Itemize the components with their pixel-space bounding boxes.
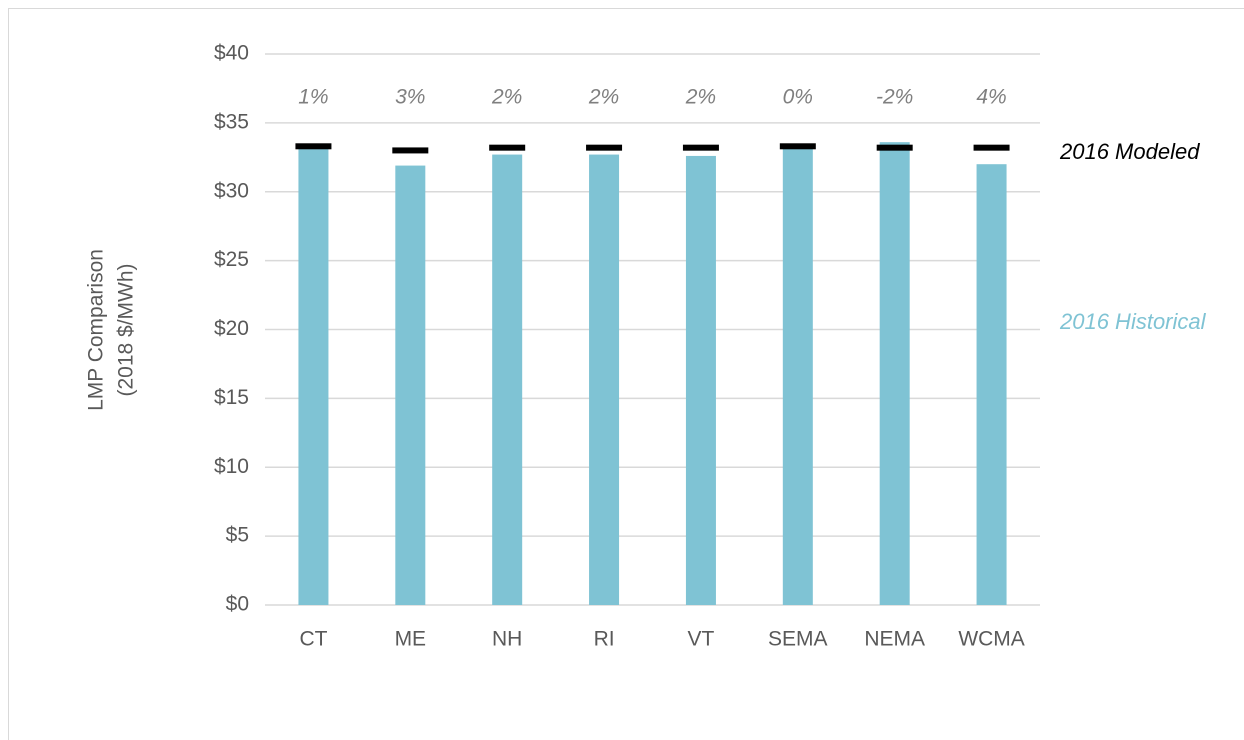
marker bbox=[973, 144, 1010, 151]
bar bbox=[685, 155, 716, 605]
annotation: 2% bbox=[588, 86, 619, 109]
y-tick-label: $10 bbox=[214, 455, 249, 478]
y-axis-title: (2018 $/MWh) bbox=[115, 263, 138, 396]
x-tick-label: WCMA bbox=[958, 628, 1025, 651]
marker bbox=[682, 144, 719, 151]
frame bbox=[8, 8, 1244, 740]
annotation: 3% bbox=[395, 86, 425, 109]
y-tick-label: $30 bbox=[214, 179, 249, 202]
marker bbox=[779, 143, 816, 150]
y-tick-label: $15 bbox=[214, 386, 249, 409]
bar bbox=[298, 149, 329, 606]
annotation: 4% bbox=[976, 86, 1006, 109]
y-tick-label: $0 bbox=[226, 593, 249, 616]
x-tick-label: RI bbox=[594, 628, 615, 651]
x-tick-label: NEMA bbox=[864, 628, 925, 651]
bar bbox=[589, 154, 620, 605]
y-tick-label: $20 bbox=[214, 317, 249, 340]
y-tick-label: $5 bbox=[226, 524, 249, 547]
x-tick-label: NH bbox=[492, 628, 522, 651]
y-tick-label: $35 bbox=[214, 110, 249, 133]
annotation: 2% bbox=[491, 86, 522, 109]
y-tick-label: $40 bbox=[214, 42, 249, 65]
bar bbox=[879, 142, 910, 605]
bar bbox=[492, 154, 523, 605]
y-axis-title: LMP Comparison bbox=[85, 249, 108, 411]
annotation: 0% bbox=[783, 86, 813, 109]
x-tick-label: VT bbox=[688, 628, 715, 651]
marker bbox=[876, 144, 913, 151]
bar bbox=[782, 147, 813, 606]
marker bbox=[489, 144, 526, 151]
legend-label: 2016 Modeled bbox=[1059, 139, 1200, 164]
marker bbox=[392, 147, 429, 154]
annotation: 2% bbox=[685, 86, 716, 109]
y-tick-label: $25 bbox=[214, 248, 249, 271]
x-tick-label: ME bbox=[395, 628, 427, 651]
x-tick-label: CT bbox=[299, 628, 327, 651]
legend-label: 2016 Historical bbox=[1059, 309, 1207, 334]
bar bbox=[976, 164, 1007, 605]
marker bbox=[295, 143, 332, 150]
marker bbox=[586, 144, 623, 151]
bar bbox=[395, 165, 426, 605]
annotation: -2% bbox=[876, 86, 913, 109]
x-tick-label: SEMA bbox=[768, 628, 828, 651]
annotation: 1% bbox=[298, 86, 328, 109]
